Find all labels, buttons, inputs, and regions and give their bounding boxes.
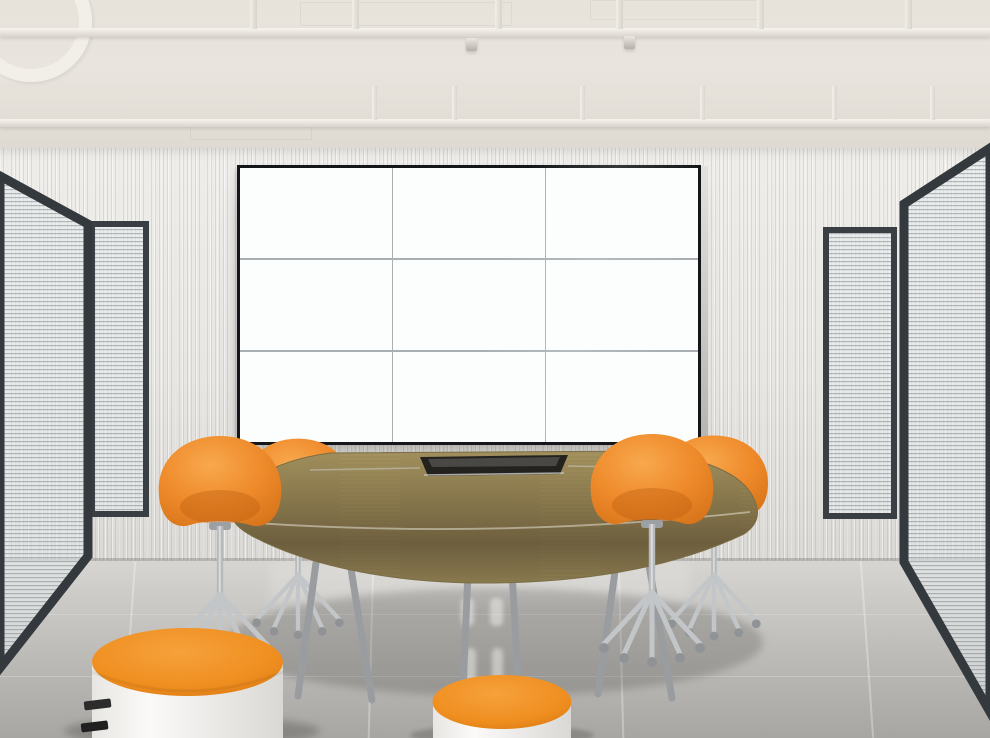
videowall-panel — [240, 351, 392, 442]
pipe-stub — [757, 0, 764, 29]
pipe-stub — [352, 0, 359, 29]
spotlight — [624, 36, 635, 49]
video-wall-screen — [240, 168, 698, 442]
hanger-rod — [580, 86, 585, 120]
stool-handle-slot — [83, 698, 112, 711]
pipe-stub — [495, 0, 502, 29]
stool-front-center — [410, 675, 594, 738]
hanger-rod — [372, 86, 377, 120]
pipe-stub — [616, 0, 623, 29]
videowall-panel — [393, 259, 545, 351]
videowall-panel — [393, 351, 545, 442]
pipe-stub — [250, 0, 257, 29]
videowall-panel — [240, 259, 392, 351]
hanger-rod — [452, 86, 457, 120]
spotlight — [466, 38, 477, 51]
videowall-panel — [546, 259, 698, 351]
hanger-rod — [832, 86, 837, 120]
glass-partition-left — [0, 170, 149, 676]
hanger-rod — [700, 86, 705, 120]
videowall-panel — [546, 168, 698, 259]
stool-front-left — [64, 628, 320, 738]
videowall-panel — [393, 168, 545, 259]
video-wall — [237, 165, 708, 448]
videowall-panel — [546, 351, 698, 442]
stool-handle-slot — [80, 720, 109, 733]
ceiling-pipe-rail — [0, 119, 990, 127]
ceiling — [0, 0, 990, 150]
pipe-stub — [905, 0, 912, 29]
videowall-panel — [240, 168, 392, 259]
ceiling-tile — [300, 2, 512, 26]
hanger-rod — [930, 86, 935, 120]
ceiling-pipe-rail — [0, 28, 990, 37]
glass-partition-right — [823, 142, 990, 722]
